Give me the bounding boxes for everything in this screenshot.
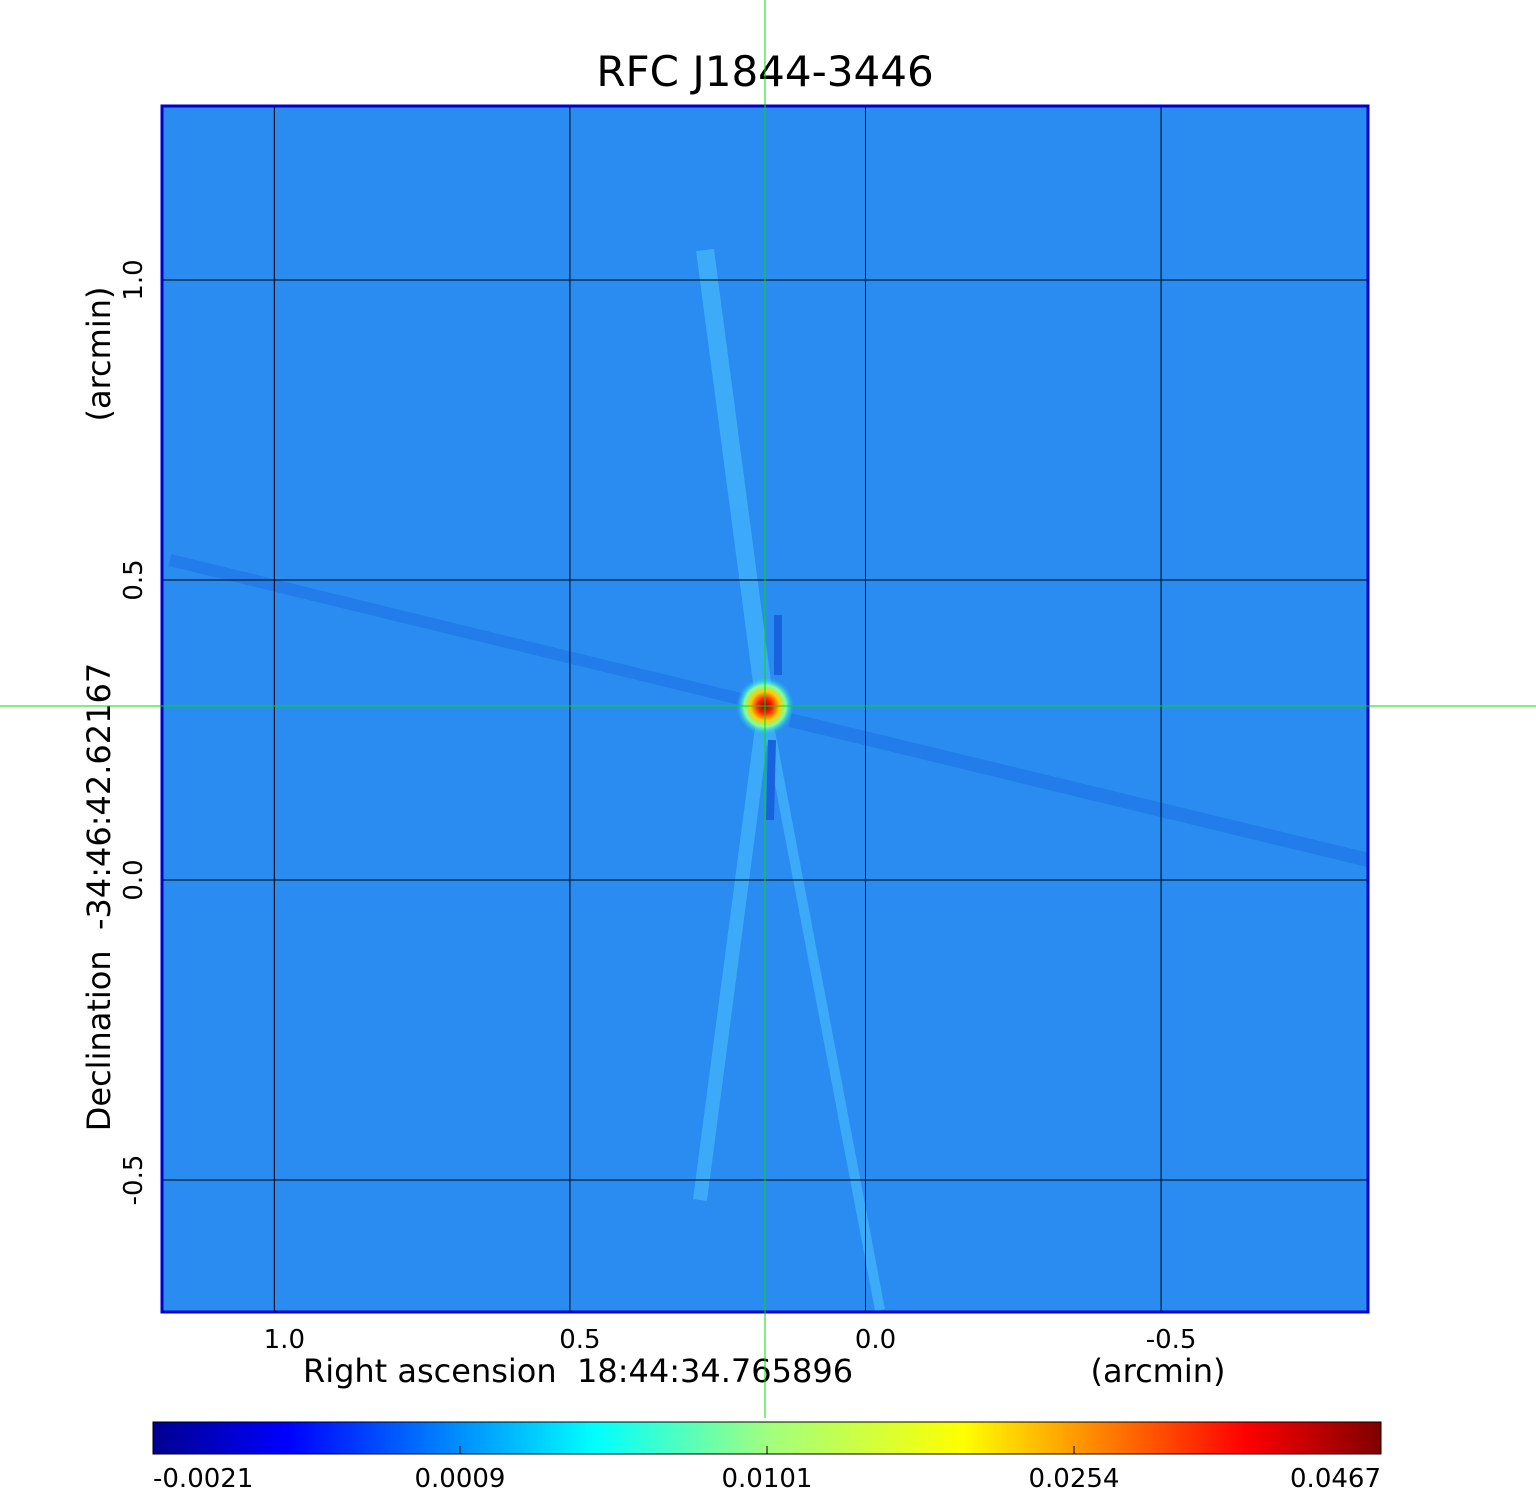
colorbar-tick-label: 0.0467 bbox=[1290, 1464, 1381, 1494]
y-tick-label: 0.5 bbox=[119, 559, 149, 600]
x-tick-label: 1.0 bbox=[264, 1325, 305, 1355]
y-axis-unit-label: (arcmin) bbox=[80, 287, 118, 422]
colorbar-tick-labels: -0.0021 0.0009 0.0101 0.0254 0.0467 bbox=[152, 1446, 1382, 1494]
y-tick-label: -0.5 bbox=[119, 1155, 149, 1206]
streak-down bbox=[693, 704, 772, 1201]
y-tick-labels: 1.0 0.5 0.0 -0.5 bbox=[119, 259, 149, 1205]
x-tick-labels: 1.0 0.5 0.0 -0.5 bbox=[264, 1325, 1197, 1355]
streak-down-right bbox=[760, 704, 885, 1311]
x-tick-label: 0.5 bbox=[559, 1325, 600, 1355]
colorbar-tick-label: -0.0021 bbox=[153, 1464, 253, 1494]
colorbar-tick-label: 0.0101 bbox=[722, 1464, 813, 1494]
streak-left bbox=[168, 554, 767, 711]
streak-up bbox=[696, 248, 774, 707]
streak-right bbox=[788, 713, 1368, 867]
y-tick-label: 1.0 bbox=[119, 259, 149, 300]
y-tick-label: 0.0 bbox=[119, 859, 149, 900]
colorbar-tick-label: 0.0009 bbox=[415, 1464, 506, 1494]
y-axis-label: Declination -34:46:42.62167 bbox=[80, 663, 118, 1131]
x-axis-label: Right ascension 18:44:34.765896 bbox=[303, 1352, 853, 1390]
streak-dark-down bbox=[766, 739, 776, 821]
colorbar-tick-label: 0.0254 bbox=[1029, 1464, 1120, 1494]
x-tick-label: 0.0 bbox=[855, 1325, 896, 1355]
sidelobe-streaks bbox=[168, 248, 1368, 1311]
x-tick-label: -0.5 bbox=[1146, 1325, 1197, 1355]
x-axis-unit-label: (arcmin) bbox=[1091, 1352, 1226, 1390]
